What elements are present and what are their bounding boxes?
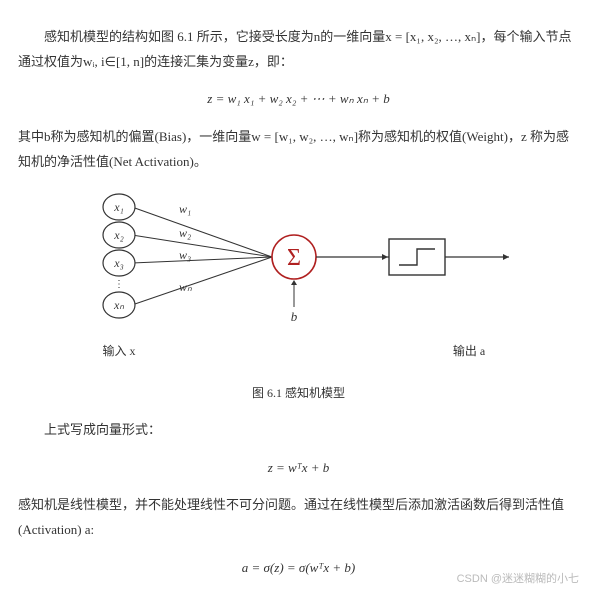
paragraph-2: 其中b称为感知机的偏置(Bias)，一维向量w = [w₁, w₂, …, wₙ… <box>18 125 579 174</box>
svg-text:输入 x: 输入 x <box>102 343 135 358</box>
svg-text:w₂: w₂ <box>179 226 191 240</box>
watermark: CSDN @迷迷糊糊的小七 <box>457 569 579 590</box>
svg-text:w₁: w₁ <box>179 202 191 216</box>
svg-text:x₁: x₁ <box>113 200 124 214</box>
equation-2: z = wᵀx + b <box>18 456 579 481</box>
svg-text:x₂: x₂ <box>113 228 124 242</box>
svg-text:x₃: x₃ <box>113 256 124 270</box>
perceptron-diagram: x₁ x₂ x₃ xₙ ⋮ w₁ w₂ w₃ wₙ Σb 输入 x 输出 a <box>18 187 579 376</box>
svg-text:wₙ: wₙ <box>179 280 192 294</box>
equation-1: z = w₁ x₁ + w₂ x₂ + ⋯ + wₙ xₙ + b <box>18 87 579 112</box>
svg-text:⋮: ⋮ <box>114 279 124 290</box>
svg-text:b: b <box>290 309 297 324</box>
svg-text:Σ: Σ <box>287 245 301 271</box>
paragraph-1: 感知机模型的结构如图 6.1 所示，它接受长度为n的一维向量x = [x₁, x… <box>18 25 579 74</box>
paragraph-3: 上式写成向量形式： <box>18 418 579 443</box>
paragraph-4: 感知机是线性模型，并不能处理线性不可分问题。通过在线性模型后添加激活函数后得到活… <box>18 493 579 542</box>
svg-text:xₙ: xₙ <box>112 298 123 312</box>
svg-text:w₃: w₃ <box>179 248 191 262</box>
svg-text:输出 a: 输出 a <box>452 343 485 358</box>
figure-caption: 图 6.1 感知机模型 <box>18 382 579 405</box>
